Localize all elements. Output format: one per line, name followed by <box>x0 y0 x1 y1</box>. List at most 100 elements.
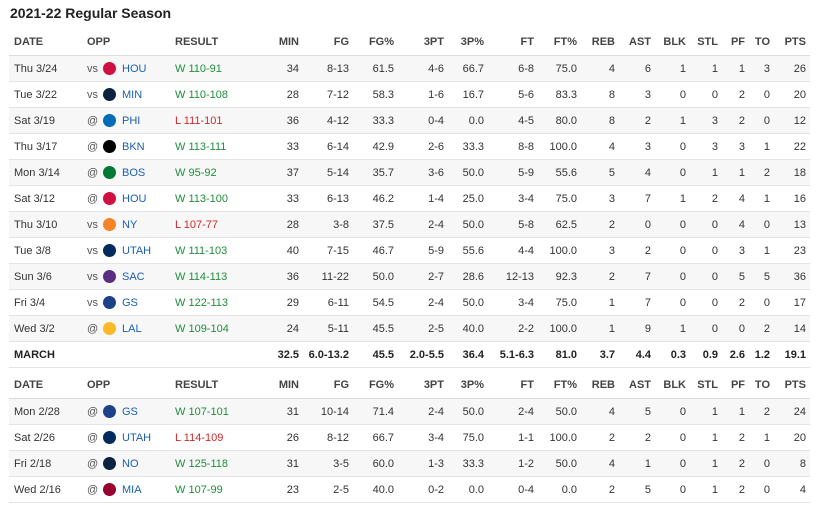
game-score-link[interactable]: 110-91 <box>188 62 222 75</box>
stat-ast: 3 <box>644 140 651 153</box>
stat-3pt: 1-6 <box>428 88 444 101</box>
avg-pf: 2.6 <box>729 348 745 361</box>
game-score-link[interactable]: 107-101 <box>188 405 229 418</box>
avg-fg: 45.5 <box>372 348 394 361</box>
opponent-team-link[interactable]: HOU <box>122 192 147 205</box>
game-date: Sun 3/6 <box>14 270 52 283</box>
opponent-team-link[interactable]: BKN <box>122 140 145 153</box>
column-header-opp: OPP <box>87 36 111 48</box>
stat-3p: 28.6 <box>462 270 484 283</box>
win-loss-indicator: W <box>175 140 186 153</box>
opponent-team-link[interactable]: MIA <box>122 483 142 496</box>
stat-fg: 50.0 <box>372 270 394 283</box>
stat-blk: 0 <box>679 405 686 418</box>
game-date: Thu 3/10 <box>14 218 58 231</box>
stat-to: 5 <box>763 270 770 283</box>
result-cell: W 107-101 <box>170 399 260 425</box>
opponent-team-link[interactable]: PHI <box>122 114 141 127</box>
game-score-link[interactable]: 125-118 <box>188 457 229 470</box>
game-score-link[interactable]: 113-100 <box>188 192 229 205</box>
stat-3pt: 1-4 <box>428 192 444 205</box>
opponent-team-link[interactable]: LAL <box>122 322 142 335</box>
home-away-indicator: vs <box>87 88 98 101</box>
stat-fg: 5-11 <box>327 322 349 335</box>
stat-ft: 75.0 <box>555 192 577 205</box>
home-away-indicator: vs <box>87 296 98 309</box>
game-score-link[interactable]: 109-104 <box>188 322 229 335</box>
stat-reb: 3 <box>608 192 615 205</box>
opponent-team-link[interactable]: SAC <box>122 270 145 283</box>
column-header-3pt: 3PT <box>423 379 444 391</box>
column-header-blk: BLK <box>663 379 686 391</box>
game-score-link[interactable]: 110-108 <box>188 88 229 101</box>
stat-blk: 0 <box>679 166 686 179</box>
stat-ast: 3 <box>644 88 651 101</box>
game-score-link[interactable]: 111-101 <box>183 114 223 127</box>
stat-blk: 0 <box>679 431 686 444</box>
game-row: Sun 3/6 vs SAC W 114-113 36 11-22 50.0 2-7 28.6 1… <box>9 263 810 290</box>
opponent-team-link[interactable]: MIN <box>122 88 143 101</box>
opponent-team-link[interactable]: UTAH <box>122 244 152 257</box>
stat-fg: 10-14 <box>320 405 349 418</box>
stat-blk: 1 <box>679 62 686 75</box>
game-score-link[interactable]: 107-99 <box>188 483 223 496</box>
opponent-cell: vs UTAH <box>82 238 170 264</box>
opponent-cell: @ HOU <box>82 186 170 212</box>
opponent-cell: @ GS <box>82 399 170 425</box>
stat-pts: 20 <box>793 431 806 444</box>
win-loss-indicator: W <box>175 270 186 283</box>
home-away-indicator: vs <box>87 218 98 231</box>
win-loss-indicator: W <box>175 166 186 179</box>
stat-stl: 0 <box>711 270 718 283</box>
stat-min: 34 <box>286 62 299 75</box>
stat-reb: 8 <box>608 88 615 101</box>
column-header-min: MIN <box>278 379 299 391</box>
stat-ft: 100.0 <box>549 431 577 444</box>
game-score-link[interactable]: 122-113 <box>188 296 229 309</box>
stat-ast: 6 <box>644 62 651 75</box>
opponent-team-link[interactable]: HOU <box>122 62 147 75</box>
stat-3p: 25.0 <box>462 192 484 205</box>
stat-pts: 8 <box>799 457 806 470</box>
stat-to: 2 <box>763 322 770 335</box>
opponent-team-link[interactable]: BOS <box>122 166 146 179</box>
game-row: Fri 2/18 @ NO W 125-118 31 3-5 60.0 1-3 33.3 1-2 5… <box>9 450 810 477</box>
column-header-fg: FG <box>333 379 349 391</box>
game-score-link[interactable]: 95-92 <box>188 166 217 179</box>
stat-pf: 4 <box>738 192 745 205</box>
stat-min: 31 <box>286 405 299 418</box>
result-cell: W 125-118 <box>170 451 260 477</box>
game-score-link[interactable]: 107-77 <box>183 218 219 231</box>
stat-fg: 8-12 <box>326 431 349 444</box>
opponent-team-link[interactable]: NY <box>122 218 138 231</box>
opponent-cell: @ PHI <box>82 108 170 134</box>
stat-reb: 4 <box>608 62 615 75</box>
opponent-team-link[interactable]: GS <box>122 296 138 309</box>
game-row: Thu 3/10 vs NY L 107-77 28 3-8 37.5 2-4 50.0 5-8 6… <box>9 211 810 238</box>
stat-ft: 4-5 <box>518 114 534 127</box>
stat-pts: 22 <box>793 140 806 153</box>
game-score-link[interactable]: 114-113 <box>188 270 228 283</box>
column-header-ft: FT% <box>553 36 577 48</box>
home-away-indicator: vs <box>87 62 98 75</box>
avg-ast: 4.4 <box>635 348 651 361</box>
opponent-team-link[interactable]: NO <box>122 457 139 470</box>
stat-reb: 8 <box>608 114 615 127</box>
stat-ast: 5 <box>644 405 651 418</box>
result-cell: W 113-100 <box>170 186 260 212</box>
stat-fg: 45.5 <box>372 322 394 335</box>
stat-pts: 16 <box>793 192 806 205</box>
game-row: Mon 2/28 @ GS W 107-101 31 10-14 71.4 2-4 50.0 2-… <box>9 398 810 425</box>
win-loss-indicator: W <box>175 296 186 309</box>
stat-3pt: 2-4 <box>428 218 444 231</box>
game-score-link[interactable]: 114-109 <box>183 431 224 444</box>
opponent-team-link[interactable]: UTAH <box>122 431 152 444</box>
stat-blk: 1 <box>679 192 686 205</box>
stat-min: 40 <box>286 244 299 257</box>
game-row: Wed 3/2 @ LAL W 109-104 24 5-11 45.5 2-5 40.0 2-2… <box>9 315 810 342</box>
game-score-link[interactable]: 111-103 <box>188 244 228 257</box>
team-logo-icon <box>103 166 116 179</box>
game-score-link[interactable]: 113-111 <box>188 140 227 153</box>
opponent-team-link[interactable]: GS <box>122 405 138 418</box>
stat-fg: 54.5 <box>372 296 394 309</box>
